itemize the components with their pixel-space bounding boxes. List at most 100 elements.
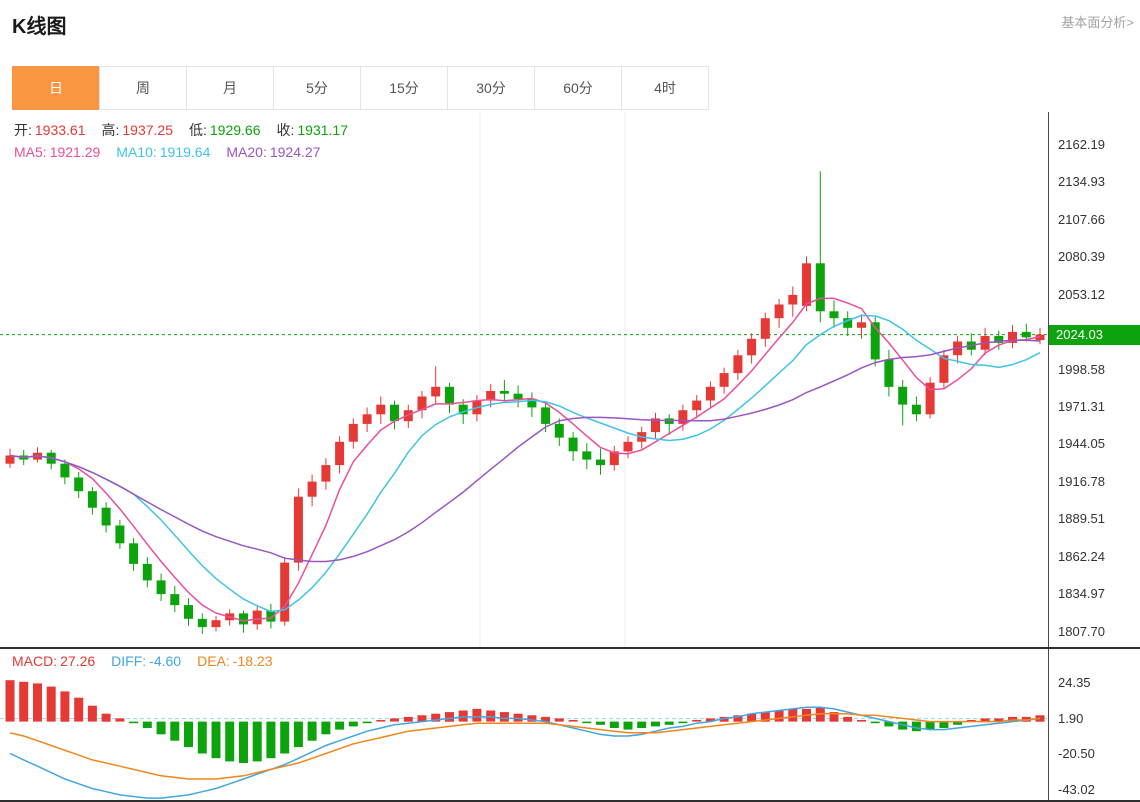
legend-item: MA5: 1921.29 [14,144,101,160]
macd-bar [747,713,757,722]
macd-bar [403,716,413,722]
chart-region: 开: 1933.61 高: 1937.25 低: 1929.66 收: 1931.17 MA5… [0,112,1140,802]
macd-bar [486,710,496,722]
fundamental-analysis-link[interactable]: 基本面分析> [1061,15,1134,30]
candle-body [513,393,523,400]
price-axis-label: 2134.93 [1058,174,1105,190]
macd-bar [280,721,290,754]
tab-period-5[interactable]: 15分 [360,66,448,110]
macd-bar [445,712,454,722]
tab-period-7[interactable]: 60分 [534,66,622,110]
candle-body [651,418,660,433]
diff-line [9,706,1041,799]
candle-body [692,400,702,411]
legend-item: DEA: -18.23 [197,653,273,669]
macd-bar [609,721,619,728]
candle-body [60,463,70,478]
candle-body [362,414,372,424]
macd-bar [733,715,743,722]
candle-body [843,318,853,328]
price-axis-label: 1971.31 [1058,399,1105,414]
candle-body [568,437,578,452]
macd-bar [623,721,633,730]
candle-body [815,263,825,312]
macd-bar [184,721,193,748]
macd-bar [156,721,166,735]
candle-body [293,496,303,563]
tab-period-2[interactable]: 周 [99,66,187,110]
macd-bar [774,710,784,722]
candle-body [898,386,908,405]
candle-body [719,373,729,387]
bottom-border [0,800,1140,802]
macd-bar [705,718,715,722]
price-axis-label: 1944.05 [1058,436,1105,452]
macd-bar [225,721,235,762]
candle-body [554,423,564,438]
macd-bar [390,718,399,722]
candle-body [1008,331,1017,343]
candle-body [321,465,331,482]
tab-period-8[interactable]: 4时 [621,66,709,110]
ma-legend: MA5: 1921.29 MA10: 1919.64 MA20: 1924.27 [14,144,336,160]
candle-body [129,543,139,564]
macd-bar [760,712,770,722]
macd-bar [994,718,1004,722]
ohlc-legend: 开: 1933.61 高: 1937.25 低: 1929.66 收: 1931.17 [14,120,364,140]
price-axis-label: 1889.51 [1058,511,1105,527]
candle-body [499,391,509,394]
price-axis-label: 2080.39 [1058,249,1105,265]
current-price-tag: 2024.03 [1049,324,1140,345]
candle-body [705,386,715,401]
tab-period-3[interactable]: 月 [186,66,274,110]
candle-body [911,404,921,415]
macd-bar [266,721,276,759]
tab-period-1[interactable]: 日 [12,66,100,110]
price-axis-label: 2162.19 [1058,136,1105,152]
macd-bar [582,721,592,724]
macd-bar [911,721,921,732]
tab-period-4[interactable]: 5分 [273,66,361,110]
candle-body [939,355,949,383]
legend-item: DIFF: -4.60 [111,653,182,669]
macd-bar [472,708,482,722]
candle-body [596,459,605,466]
macd-axis-label: -20.50 [1058,746,1095,762]
axis-divider [1048,112,1049,802]
price-axis-label: 1807.70 [1058,623,1105,639]
macd-bar [637,721,647,728]
tab-period-6[interactable]: 30分 [447,66,535,110]
macd-bar [5,680,15,722]
panel-separator [0,647,1140,649]
price-axis-label: 1998.58 [1058,361,1105,377]
main-chart-svg[interactable] [0,112,1048,647]
macd-bar [692,720,702,722]
macd-bar [60,691,70,722]
macd-bar [417,715,427,722]
macd-bar [596,721,605,725]
macd-bar [252,721,262,762]
candle-body [582,451,592,460]
candle-body [156,580,166,595]
candle-body [348,423,358,442]
price-axis-label: 2053.12 [1058,286,1105,302]
candle-body [211,620,221,628]
legend-item: MA20: 1924.27 [226,144,321,160]
macd-bar [239,721,248,763]
candle-body [307,481,317,497]
candle-body [417,396,427,411]
macd-chart-svg[interactable] [0,649,1048,800]
tab-bar: 日周月 5分 15分 30分 60分 4时 [12,66,709,110]
candle-body [678,410,688,424]
candle-body [541,407,551,424]
macd-bar [857,720,866,722]
candle-body [857,322,866,328]
candle-body [5,455,15,464]
price-axis-label: 1862.24 [1058,548,1105,564]
macd-bar [431,713,441,722]
candle-body [774,304,784,319]
macd-bar [527,715,537,722]
candle-body [747,338,757,356]
macd-bar [651,721,660,727]
